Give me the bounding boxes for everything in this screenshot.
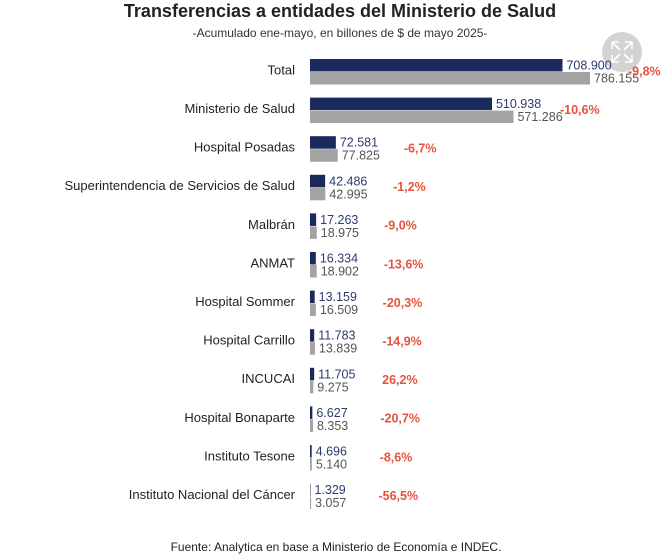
expand-icon[interactable] bbox=[611, 41, 633, 63]
source-note: Fuente: Analytica en base a Ministerio d… bbox=[171, 540, 502, 554]
bar bbox=[310, 367, 315, 381]
bar bbox=[310, 496, 312, 510]
category-label: INCUCAI bbox=[242, 371, 295, 386]
bar bbox=[310, 445, 312, 458]
change-label: -9,8% bbox=[628, 64, 661, 78]
bar bbox=[310, 59, 563, 72]
value-label: 13.159 bbox=[319, 290, 357, 304]
change-label: -14,9% bbox=[382, 334, 422, 348]
value-label: 510.938 bbox=[496, 97, 541, 111]
value-label: 17.263 bbox=[320, 213, 358, 227]
change-label: -8,6% bbox=[380, 450, 413, 464]
bar bbox=[310, 419, 313, 432]
bar bbox=[310, 72, 590, 85]
category-label: Malbrán bbox=[248, 217, 295, 232]
value-label: 6.627 bbox=[316, 406, 347, 420]
category-label: Hospital Carrillo bbox=[203, 333, 295, 348]
change-label: -56,5% bbox=[378, 489, 418, 503]
change-label: -20,7% bbox=[380, 412, 420, 426]
value-label: 8.353 bbox=[317, 419, 348, 433]
category-label: Hospital Sommer bbox=[195, 294, 295, 309]
bar bbox=[310, 97, 492, 111]
value-label: 13.839 bbox=[319, 342, 357, 356]
value-label: 1.329 bbox=[314, 483, 345, 497]
value-label: 3.057 bbox=[315, 496, 346, 510]
bar bbox=[310, 252, 316, 265]
category-label: Hospital Bonaparte bbox=[184, 410, 295, 425]
value-label: 786.155 bbox=[594, 72, 639, 86]
bar bbox=[310, 342, 315, 355]
bar bbox=[310, 380, 314, 394]
value-label: 42.995 bbox=[329, 187, 367, 201]
value-label: 16.334 bbox=[320, 252, 358, 266]
value-label: 77.825 bbox=[342, 149, 380, 163]
value-label: 11.705 bbox=[318, 367, 355, 381]
value-label: 4.696 bbox=[316, 445, 347, 459]
bar bbox=[310, 406, 313, 419]
change-label: -6,7% bbox=[404, 141, 437, 155]
bar bbox=[310, 149, 338, 162]
expand-button[interactable] bbox=[602, 32, 642, 72]
value-label: 72.581 bbox=[340, 136, 378, 150]
bar bbox=[310, 174, 326, 188]
category-label: Total bbox=[268, 62, 296, 77]
bar bbox=[310, 458, 312, 471]
chart-title: Transferencias a entidades del Ministeri… bbox=[124, 1, 556, 21]
category-label: Instituto Tesone bbox=[204, 448, 295, 463]
bar bbox=[310, 265, 317, 278]
category-label: Hospital Posadas bbox=[194, 140, 296, 155]
bar bbox=[310, 213, 317, 226]
change-label: -10,6% bbox=[560, 103, 600, 117]
bar bbox=[310, 290, 315, 304]
value-label: 18.902 bbox=[321, 265, 359, 279]
value-label: 5.140 bbox=[316, 458, 347, 472]
change-label: -9,0% bbox=[384, 219, 417, 233]
category-label: ANMAT bbox=[250, 255, 295, 270]
bar bbox=[310, 136, 336, 149]
value-label: 18.975 bbox=[321, 226, 359, 240]
value-label: 16.509 bbox=[320, 303, 358, 317]
change-label: -20,3% bbox=[383, 296, 423, 310]
value-label: 708.900 bbox=[566, 59, 611, 73]
chart-subtitle: -Acumulado ene-mayo, en billones de $ de… bbox=[193, 26, 488, 40]
value-label: 571.286 bbox=[517, 110, 562, 124]
change-label: -1,2% bbox=[393, 180, 426, 194]
bar bbox=[310, 329, 315, 342]
change-label: -13,6% bbox=[384, 257, 424, 271]
value-label: 11.783 bbox=[318, 329, 355, 343]
bar bbox=[310, 110, 514, 124]
category-label: Instituto Nacional del Cáncer bbox=[129, 487, 296, 502]
change-label: 26,2% bbox=[382, 373, 417, 387]
value-label: 42.486 bbox=[329, 174, 367, 188]
category-label: Ministerio de Salud bbox=[184, 101, 295, 116]
category-label: Superintendencia de Servicios de Salud bbox=[64, 178, 295, 193]
bar bbox=[310, 187, 326, 201]
bar bbox=[310, 303, 316, 317]
value-label: 9.275 bbox=[317, 380, 348, 394]
bar bbox=[310, 226, 317, 239]
